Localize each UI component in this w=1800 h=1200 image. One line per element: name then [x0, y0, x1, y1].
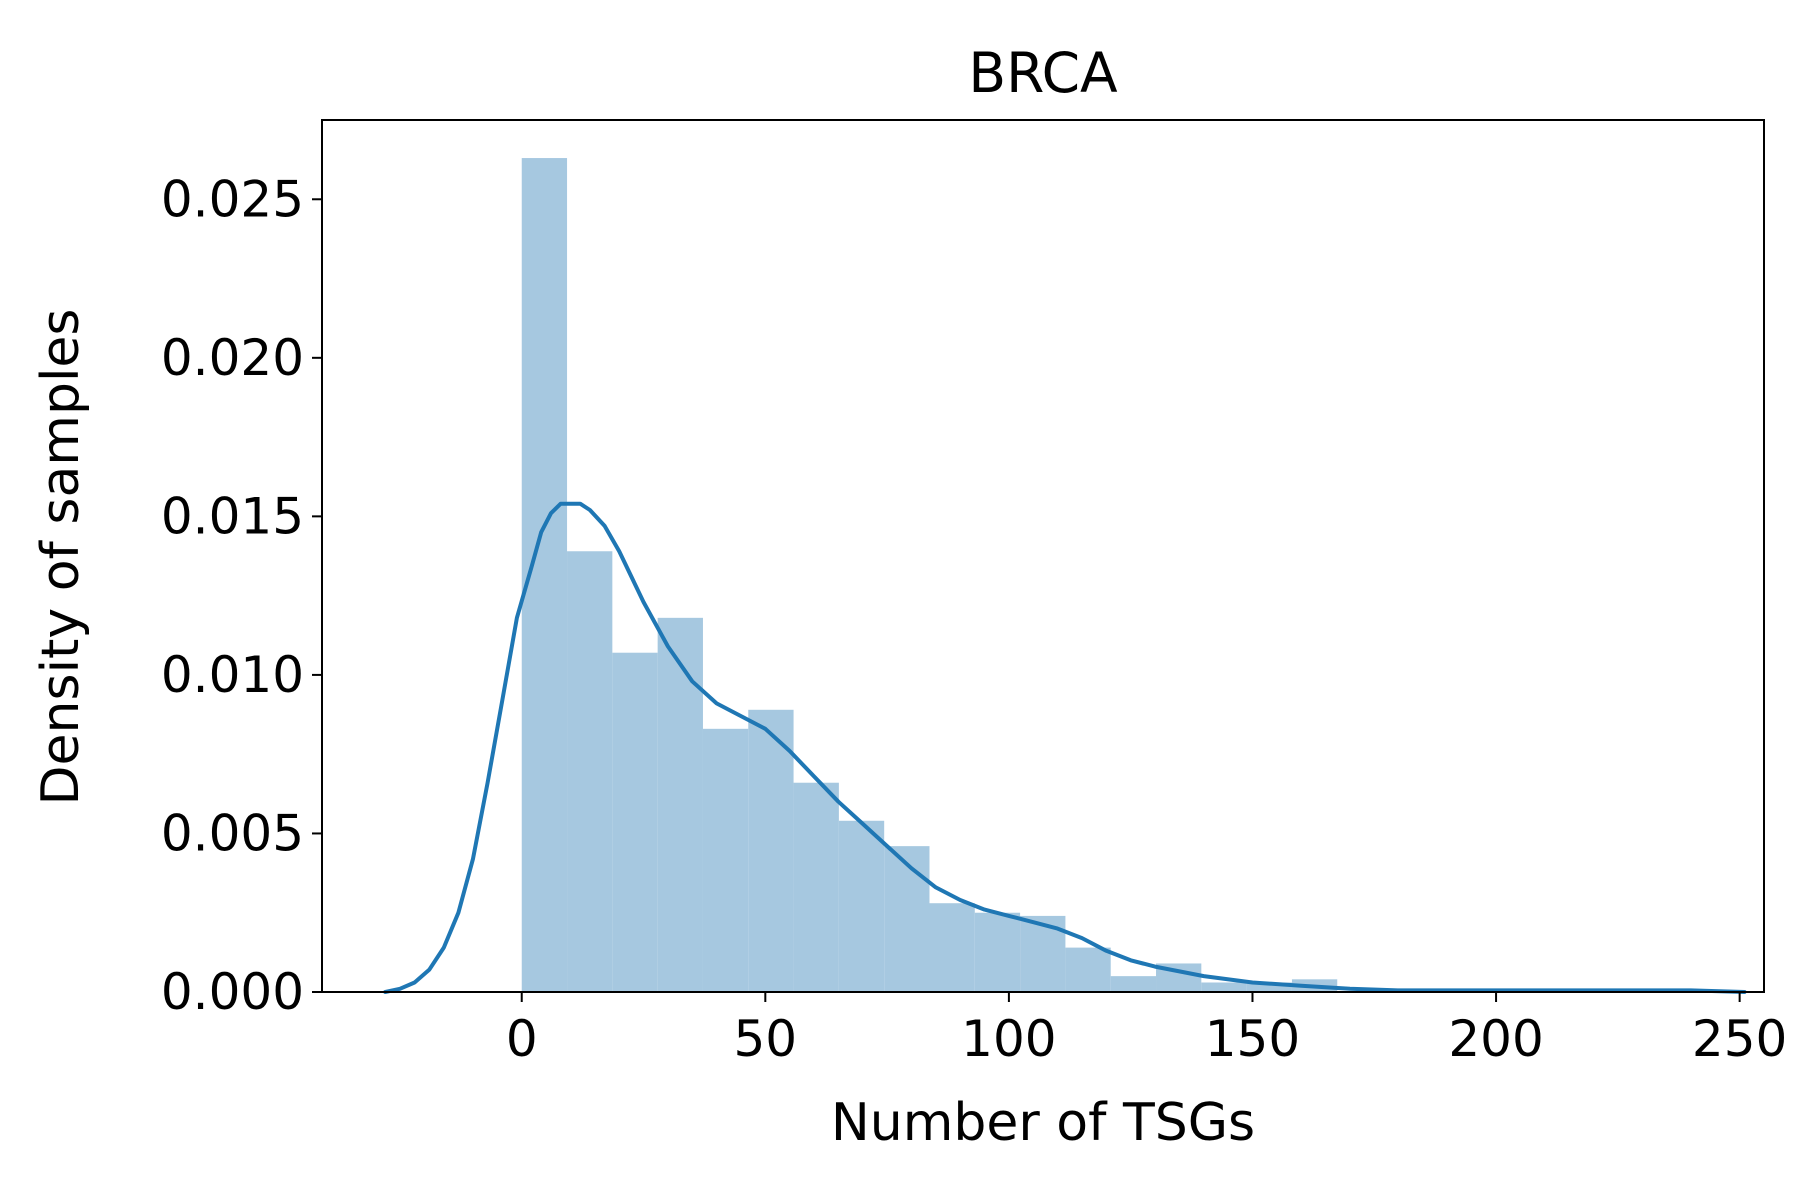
histogram-bar-16	[1246, 982, 1292, 992]
y-tick-label: 0.000	[161, 963, 304, 1021]
histogram-bar-6	[793, 782, 839, 992]
histogram-bar-4	[702, 728, 749, 992]
y-axis: 0.000 0.005 0.010 0.015 0.020 0.025	[161, 170, 322, 1021]
y-tick-label: 0.025	[161, 170, 304, 228]
x-tick-label: 250	[1692, 1010, 1787, 1068]
histogram-bars	[521, 158, 1338, 992]
histogram-bar-2	[612, 652, 658, 992]
x-tick-label: 150	[1205, 1010, 1300, 1068]
y-tick-label: 0.005	[161, 804, 304, 862]
histogram-bar-5	[748, 709, 794, 992]
histogram-bar-13	[1110, 976, 1157, 992]
histogram-bar-8	[884, 846, 930, 992]
y-tick-label: 0.010	[161, 646, 304, 704]
x-axis-label: Number of TSGs	[831, 1093, 1255, 1153]
chart-title: BRCA	[968, 41, 1118, 105]
x-axis: 0 50 100 150 200 250	[506, 992, 1787, 1068]
kde-layer	[383, 501, 1747, 994]
x-tick-label: 100	[961, 1010, 1056, 1068]
plot-frame	[321, 119, 1765, 993]
y-axis-label: Density of samples	[31, 308, 91, 805]
x-tick-label: 50	[734, 1010, 798, 1068]
histogram-bar-9	[929, 903, 975, 992]
x-tick-label: 200	[1448, 1010, 1543, 1068]
histogram-bar-1	[567, 551, 613, 992]
histogram-bar-12	[1065, 947, 1111, 992]
kde-line	[383, 501, 1747, 994]
histogram-bar-7	[838, 820, 885, 992]
y-tick-label: 0.020	[161, 329, 304, 387]
x-tick-label: 0	[506, 1010, 538, 1068]
histogram-bar-10	[974, 912, 1021, 992]
y-tick-label: 0.015	[161, 487, 304, 545]
histogram-bar-15	[1201, 982, 1247, 992]
histogram-bar-3	[657, 617, 703, 992]
